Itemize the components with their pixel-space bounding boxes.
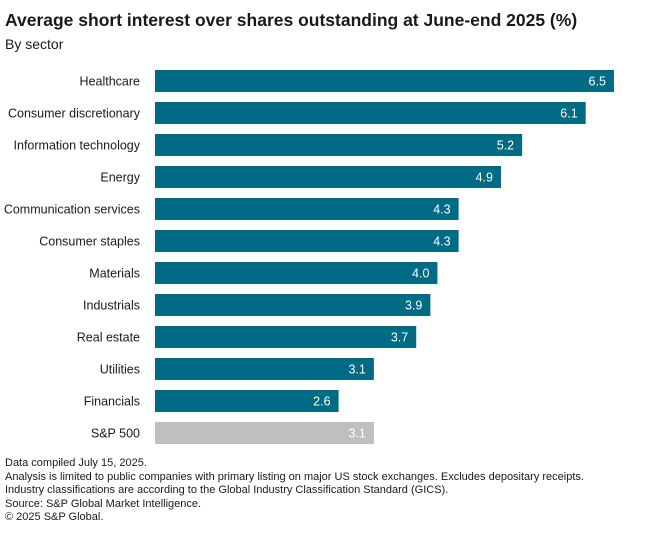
category-label-sandp-500: S&P 500 <box>91 427 140 441</box>
bar-real-estate <box>155 326 417 348</box>
bar-materials <box>155 262 438 284</box>
bar-sandp-500 <box>155 422 374 444</box>
bar-financials <box>155 390 339 412</box>
category-label-consumer-staples: Consumer staples <box>39 235 140 249</box>
footnote-data-compiled: Data compiled July 15, 2025. <box>5 457 147 469</box>
value-label-real-estate: 3.7 <box>391 331 408 345</box>
bar-healthcare <box>155 70 614 92</box>
category-label-materials: Materials <box>89 267 140 281</box>
value-label-industrials: 3.9 <box>405 299 422 313</box>
footnote-copyright: © 2025 S&P Global. <box>5 511 104 524</box>
category-label-communication-services: Communication services <box>4 203 140 217</box>
value-label-consumer-discretionary: 6.1 <box>560 107 577 121</box>
bar-chart: Healthcare 6.5 Consumer discretionary 6.1 In… <box>4 70 614 444</box>
value-label-consumer-staples: 4.3 <box>433 235 450 249</box>
chart-title: Average short interest over shares outst… <box>5 10 578 30</box>
category-label-industrials: Industrials <box>83 299 140 313</box>
category-label-healthcare: Healthcare <box>80 75 140 89</box>
category-label-financials: Financials <box>84 395 140 409</box>
bar-consumer-discretionary <box>155 102 586 124</box>
category-label-information-technology: Information technology <box>14 139 141 153</box>
value-label-information-technology: 5.2 <box>497 139 514 153</box>
value-label-utilities: 3.1 <box>348 363 365 377</box>
value-label-healthcare: 6.5 <box>589 75 606 89</box>
footnotes: Data compiled July 15, 2025. Analysis is… <box>5 457 584 525</box>
footnote-analysis-scope: Analysis is limited to public companies … <box>5 470 584 483</box>
chart-subtitle: By sector <box>5 36 64 52</box>
bar-energy <box>155 166 501 188</box>
bar-consumer-staples <box>155 230 459 252</box>
footnote-source: Source: S&P Global Market Intelligence. <box>5 497 202 510</box>
footnote-industry-classification: Industry classifications are according t… <box>5 484 449 497</box>
category-label-energy: Energy <box>100 171 140 185</box>
value-label-materials: 4.0 <box>412 267 429 281</box>
category-label-utilities: Utilities <box>100 363 140 377</box>
category-label-real-estate: Real estate <box>77 331 140 345</box>
value-label-energy: 4.9 <box>476 171 493 185</box>
bar-information-technology <box>155 134 523 156</box>
category-label-consumer-discretionary: Consumer discretionary <box>8 107 141 121</box>
bar-communication-services <box>155 198 459 220</box>
value-label-financials: 2.6 <box>313 395 330 409</box>
value-label-sandp-500: 3.1 <box>348 427 365 441</box>
bar-industrials <box>155 294 431 316</box>
bar-utilities <box>155 358 374 380</box>
value-label-communication-services: 4.3 <box>433 203 450 217</box>
